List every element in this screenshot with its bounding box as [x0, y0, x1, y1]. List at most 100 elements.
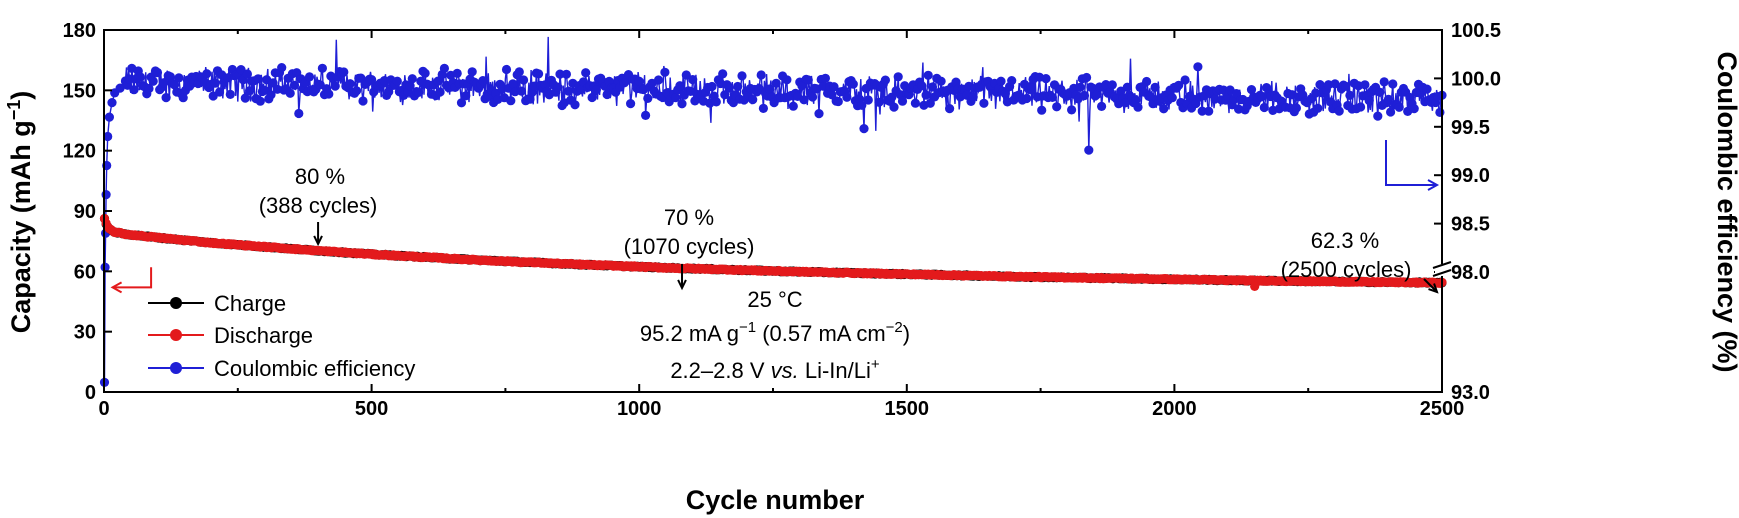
- ce-point: [874, 97, 884, 107]
- ce-point: [724, 83, 734, 93]
- ce-point: [797, 81, 807, 91]
- ce-point: [859, 124, 869, 134]
- ce-point: [863, 95, 873, 105]
- ce-point: [352, 86, 362, 96]
- ce-point: [210, 78, 220, 88]
- ce-point: [367, 75, 377, 85]
- ce-point: [467, 67, 477, 77]
- ce-point: [501, 64, 512, 75]
- ce-point: [1364, 96, 1374, 106]
- ce-point: [144, 83, 154, 94]
- legend-charge-marker: [170, 297, 182, 309]
- ce-point: [848, 79, 858, 89]
- blue-axis-indicator: [1385, 140, 1437, 186]
- legend-discharge-label: Discharge: [214, 323, 313, 348]
- ce-point: [1259, 102, 1269, 113]
- legend-ce-label: Coulombic efficiency: [214, 356, 415, 381]
- ce-point: [534, 69, 544, 79]
- ce-point: [516, 86, 527, 96]
- ce-point: [1313, 103, 1323, 113]
- ce-point: [392, 76, 402, 86]
- ce-point: [788, 101, 798, 111]
- ce-point: [756, 70, 766, 80]
- ce-point: [921, 90, 931, 100]
- ce-point: [570, 100, 580, 110]
- ce-point: [1197, 106, 1207, 116]
- ce-point: [1375, 87, 1385, 97]
- ce-point: [1084, 145, 1094, 155]
- condition-rate: 95.2 mA g−1 (0.57 mA cm−2): [640, 319, 910, 346]
- ce-point: [1026, 81, 1036, 91]
- annotation-1070-cycles: (1070 cycles): [624, 234, 755, 259]
- annotation-388-cycles: (388 cycles): [259, 193, 378, 218]
- ce-point: [277, 63, 287, 73]
- ce-point: [414, 87, 424, 97]
- y-right-tick-label: 98.5: [1451, 214, 1490, 236]
- ce-point: [236, 65, 246, 75]
- ce-point: [737, 71, 747, 81]
- ce-point: [107, 98, 117, 108]
- legend-discharge-marker: [170, 329, 182, 341]
- ce-point: [519, 75, 529, 85]
- x-tick-label: 1000: [617, 398, 662, 420]
- red-axis-indicator: [112, 267, 153, 289]
- ce-point: [1386, 107, 1396, 117]
- ce-point: [677, 99, 687, 109]
- ce-point: [478, 76, 488, 86]
- ce-point: [255, 96, 265, 106]
- ce-point: [452, 68, 462, 78]
- ce-point: [707, 81, 717, 92]
- annotation-2500-cycles: (2500 cycles): [1281, 257, 1412, 282]
- ce-point: [927, 82, 938, 92]
- ce-point: [1131, 95, 1141, 105]
- ce-point: [945, 104, 955, 114]
- ce-point: [660, 67, 670, 77]
- ce-point: [433, 76, 443, 86]
- ce-point: [591, 85, 602, 95]
- ce-point: [1075, 82, 1085, 92]
- ce-point: [688, 75, 698, 85]
- ce-point: [748, 95, 758, 105]
- ce-point: [345, 79, 355, 89]
- ce-point: [1330, 79, 1340, 89]
- ce-point: [893, 72, 903, 82]
- y-left-tick-label: 60: [74, 261, 96, 283]
- ce-point: [1120, 98, 1130, 108]
- ce-point: [1142, 76, 1152, 87]
- ce-point: [1204, 106, 1214, 116]
- ce-point: [100, 262, 110, 272]
- ce-point: [765, 84, 775, 94]
- ce-point: [553, 82, 563, 92]
- legend-ce-marker: [170, 362, 182, 374]
- ce-point: [260, 85, 270, 95]
- ce-point: [115, 83, 125, 93]
- ce-point: [555, 69, 565, 79]
- ce-point: [771, 78, 781, 88]
- ce-point: [996, 76, 1006, 86]
- ce-point: [1315, 80, 1325, 90]
- ce-point: [461, 91, 471, 101]
- ce-point: [1150, 82, 1160, 92]
- annotation-62pct: 62.3 %: [1311, 228, 1380, 253]
- x-axis-title: Cycle number: [686, 485, 865, 515]
- ce-point: [456, 98, 467, 108]
- ce-point: [880, 75, 891, 85]
- ce-point: [602, 89, 612, 100]
- ce-point: [1409, 104, 1419, 114]
- ce-point: [101, 190, 111, 200]
- ce-point: [754, 83, 764, 94]
- ce-point: [1373, 111, 1383, 121]
- y-right-tick-label: 99.5: [1451, 117, 1490, 139]
- ce-point: [968, 92, 978, 102]
- ce-point: [1037, 105, 1047, 115]
- ce-point: [1345, 90, 1355, 100]
- ce-point: [508, 79, 518, 89]
- ce-point: [626, 99, 636, 109]
- ce-point: [170, 80, 180, 90]
- ce-point: [1394, 102, 1404, 112]
- ce-point: [820, 73, 831, 83]
- discharge-point: [1250, 281, 1260, 292]
- discharge-series-markers: [99, 213, 1447, 292]
- ce-point: [1079, 90, 1090, 101]
- ce-point: [1246, 85, 1257, 95]
